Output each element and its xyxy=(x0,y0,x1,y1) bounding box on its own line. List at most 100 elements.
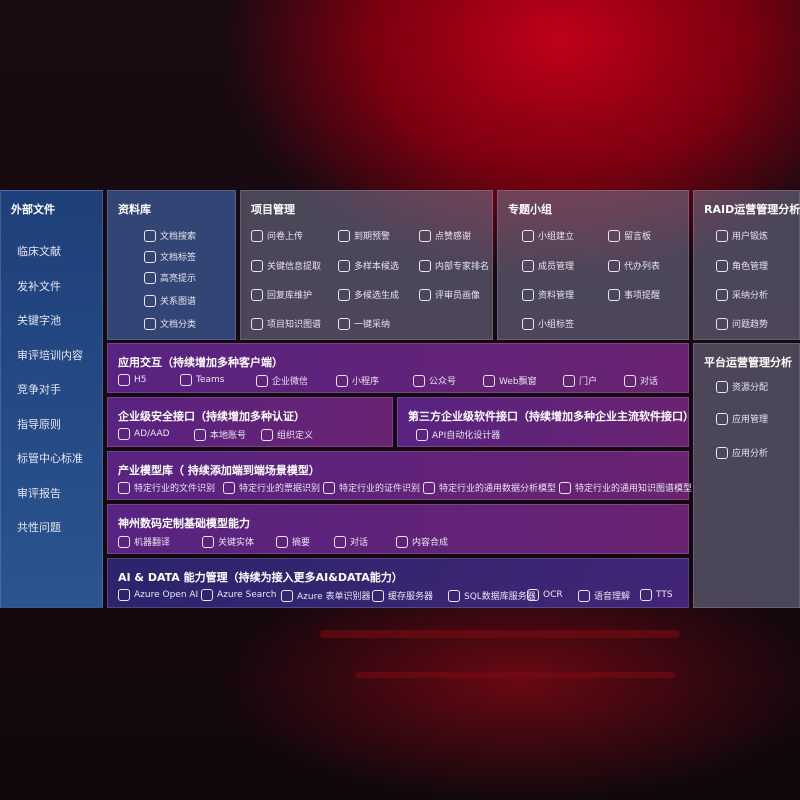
external-file-item[interactable]: 标管中心标准 xyxy=(17,452,83,465)
feature-item[interactable]: 资源分配 xyxy=(716,380,768,393)
document-search-icon xyxy=(144,229,156,242)
feature-item[interactable]: 应用分析 xyxy=(716,446,768,459)
external-file-item[interactable]: 审评培训内容 xyxy=(17,348,83,362)
feature-item[interactable]: 特定行业的票据识别 xyxy=(223,481,320,494)
feature-item[interactable]: 内部专家排名 xyxy=(419,259,489,272)
feature-item[interactable]: 问卷上传 xyxy=(251,229,303,242)
feature-item[interactable]: Azure 表单识别器 xyxy=(281,589,371,602)
ziliao-panel: 资料库 文档搜索 文档标签 高亮提示 关系图谱 文档分类 xyxy=(107,190,236,340)
feature-label: 问卷上传 xyxy=(267,232,304,242)
feature-item[interactable]: 点赞感谢 xyxy=(419,229,471,242)
feature-label: 文档标签 xyxy=(160,253,197,263)
feature-item[interactable]: 到期预警 xyxy=(338,229,390,242)
feature-item[interactable]: 企业微信 xyxy=(256,374,308,387)
organization-icon xyxy=(261,428,273,441)
user-icon xyxy=(522,259,534,272)
chat-icon xyxy=(334,535,346,548)
feature-item[interactable]: Teams xyxy=(180,374,224,386)
puzzle-icon xyxy=(396,535,408,548)
feature-item[interactable]: 采纳分析 xyxy=(716,288,768,301)
feature-label: 关键信息提取 xyxy=(267,262,322,272)
feature-item[interactable]: 应用管理 xyxy=(716,412,768,425)
external-file-item[interactable]: 关键字池 xyxy=(17,314,61,327)
feature-item[interactable]: AD/AAD xyxy=(118,428,170,440)
window-icon xyxy=(251,259,263,272)
feature-item[interactable]: 小程序 xyxy=(336,374,379,387)
feature-item[interactable]: 关键信息提取 xyxy=(251,259,321,272)
feature-item[interactable]: TTS xyxy=(640,589,673,601)
feature-item[interactable]: 文档标签 xyxy=(144,250,196,263)
search-icon xyxy=(201,589,213,601)
feature-item[interactable]: 多候选生成 xyxy=(338,288,399,301)
puzzle-icon xyxy=(338,288,350,301)
external-file-item[interactable]: 发补文件 xyxy=(17,279,61,293)
feature-item[interactable]: 特定行业的通用数据分析模型 xyxy=(423,481,556,494)
external-file-item[interactable]: 审评报告 xyxy=(17,486,61,500)
feature-item[interactable]: OCR xyxy=(527,589,563,601)
feature-item[interactable]: 内容合成 xyxy=(396,535,448,548)
feature-item[interactable]: 特定行业的证件识别 xyxy=(323,481,420,494)
feature-item[interactable]: 问题趋势 xyxy=(716,317,768,330)
feature-label: 特定行业的证件识别 xyxy=(339,484,421,494)
feature-item[interactable]: 本地账号 xyxy=(194,428,246,441)
feature-item[interactable]: 角色管理 xyxy=(716,259,768,272)
feature-item[interactable]: 公众号 xyxy=(413,374,456,387)
external-file-item[interactable]: 临床文献 xyxy=(17,245,61,258)
feature-label: 对话 xyxy=(640,377,659,387)
feature-item[interactable]: 回复库维护 xyxy=(251,288,312,301)
feature-item[interactable]: 小组建立 xyxy=(522,229,574,242)
feature-item[interactable]: 特定行业的通用知识图谱模型 xyxy=(559,481,692,494)
feature-item[interactable]: 资料管理 xyxy=(522,288,574,301)
yingyong-panel: 应用交互（持续增加多种客户端） H5 Teams 企业微信 小程序 公众号 Web飘窗 门户 对… xyxy=(107,343,689,393)
feature-item[interactable]: 项目知识图谱 xyxy=(251,317,321,330)
feature-item[interactable]: SQL数据库服务器 xyxy=(448,589,536,602)
feature-item[interactable]: 文档分类 xyxy=(144,317,196,330)
external-file-item[interactable]: 竞争对手 xyxy=(17,383,61,396)
feature-item[interactable]: 特定行业的文件识别 xyxy=(118,481,215,494)
feature-item[interactable]: 代办列表 xyxy=(608,259,660,272)
feature-item[interactable]: 多样本候选 xyxy=(338,259,399,272)
feature-label: 点赞感谢 xyxy=(435,232,472,242)
feature-item[interactable]: 对话 xyxy=(334,535,368,548)
external-file-item[interactable]: 指导原则 xyxy=(17,417,61,431)
feature-item[interactable]: 高亮提示 xyxy=(144,271,196,284)
feature-item[interactable]: 摘要 xyxy=(276,535,310,548)
feature-label: 多候选生成 xyxy=(354,291,400,301)
feature-item[interactable]: 评审员画像 xyxy=(419,288,480,301)
feature-item[interactable]: 一键采纳 xyxy=(338,317,390,330)
anquan-panel: 企业级安全接口（持续增加多种认证） AD/AAD 本地账号 组织定义 xyxy=(107,397,393,447)
feature-label: 特定行业的通用知识图谱模型 xyxy=(575,484,693,494)
cache-server-icon xyxy=(372,589,384,602)
feature-item[interactable]: 缓存服务器 xyxy=(372,589,433,602)
feature-label: 小组建立 xyxy=(538,232,575,242)
panel-title: 企业级安全接口（持续增加多种认证） xyxy=(118,410,305,423)
reply-icon xyxy=(338,259,350,272)
feature-label: 评审员画像 xyxy=(435,291,481,301)
feature-item[interactable]: 门户 xyxy=(563,374,597,387)
feature-item[interactable]: 对话 xyxy=(624,374,658,387)
feature-item[interactable]: Azure Search xyxy=(201,589,276,601)
pingtai-panel: 平台运营管理分析 资源分配 应用管理 应用分析 xyxy=(693,343,800,608)
feature-item[interactable]: 小组标签 xyxy=(522,317,574,330)
feature-item[interactable]: 语音理解 xyxy=(578,589,630,602)
feature-label: OCR xyxy=(543,590,563,600)
feature-item[interactable]: API自动化设计器 xyxy=(416,428,500,441)
feature-label: 代办列表 xyxy=(624,262,661,272)
feature-item[interactable]: 留言板 xyxy=(608,229,651,242)
feature-item[interactable]: 关系图谱 xyxy=(144,294,196,307)
reply-icon xyxy=(338,317,350,330)
feature-item[interactable]: 关键实体 xyxy=(202,535,254,548)
feature-item[interactable]: 用户锻炼 xyxy=(716,229,768,242)
feature-item[interactable]: 成员管理 xyxy=(522,259,574,272)
feature-item[interactable]: 文档搜索 xyxy=(144,229,196,242)
feature-label: TTS xyxy=(656,590,673,600)
feature-item[interactable]: 组织定义 xyxy=(261,428,313,441)
openai-icon xyxy=(118,589,130,601)
feature-item[interactable]: Azure Open AI xyxy=(118,589,198,601)
folder-icon xyxy=(522,288,534,301)
feature-item[interactable]: Web飘窗 xyxy=(483,374,537,387)
feature-item[interactable]: 事项提醒 xyxy=(608,288,660,301)
feature-item[interactable]: H5 xyxy=(118,374,147,386)
feature-item[interactable]: 机器翻译 xyxy=(118,535,170,548)
external-file-item[interactable]: 共性问题 xyxy=(17,521,61,534)
